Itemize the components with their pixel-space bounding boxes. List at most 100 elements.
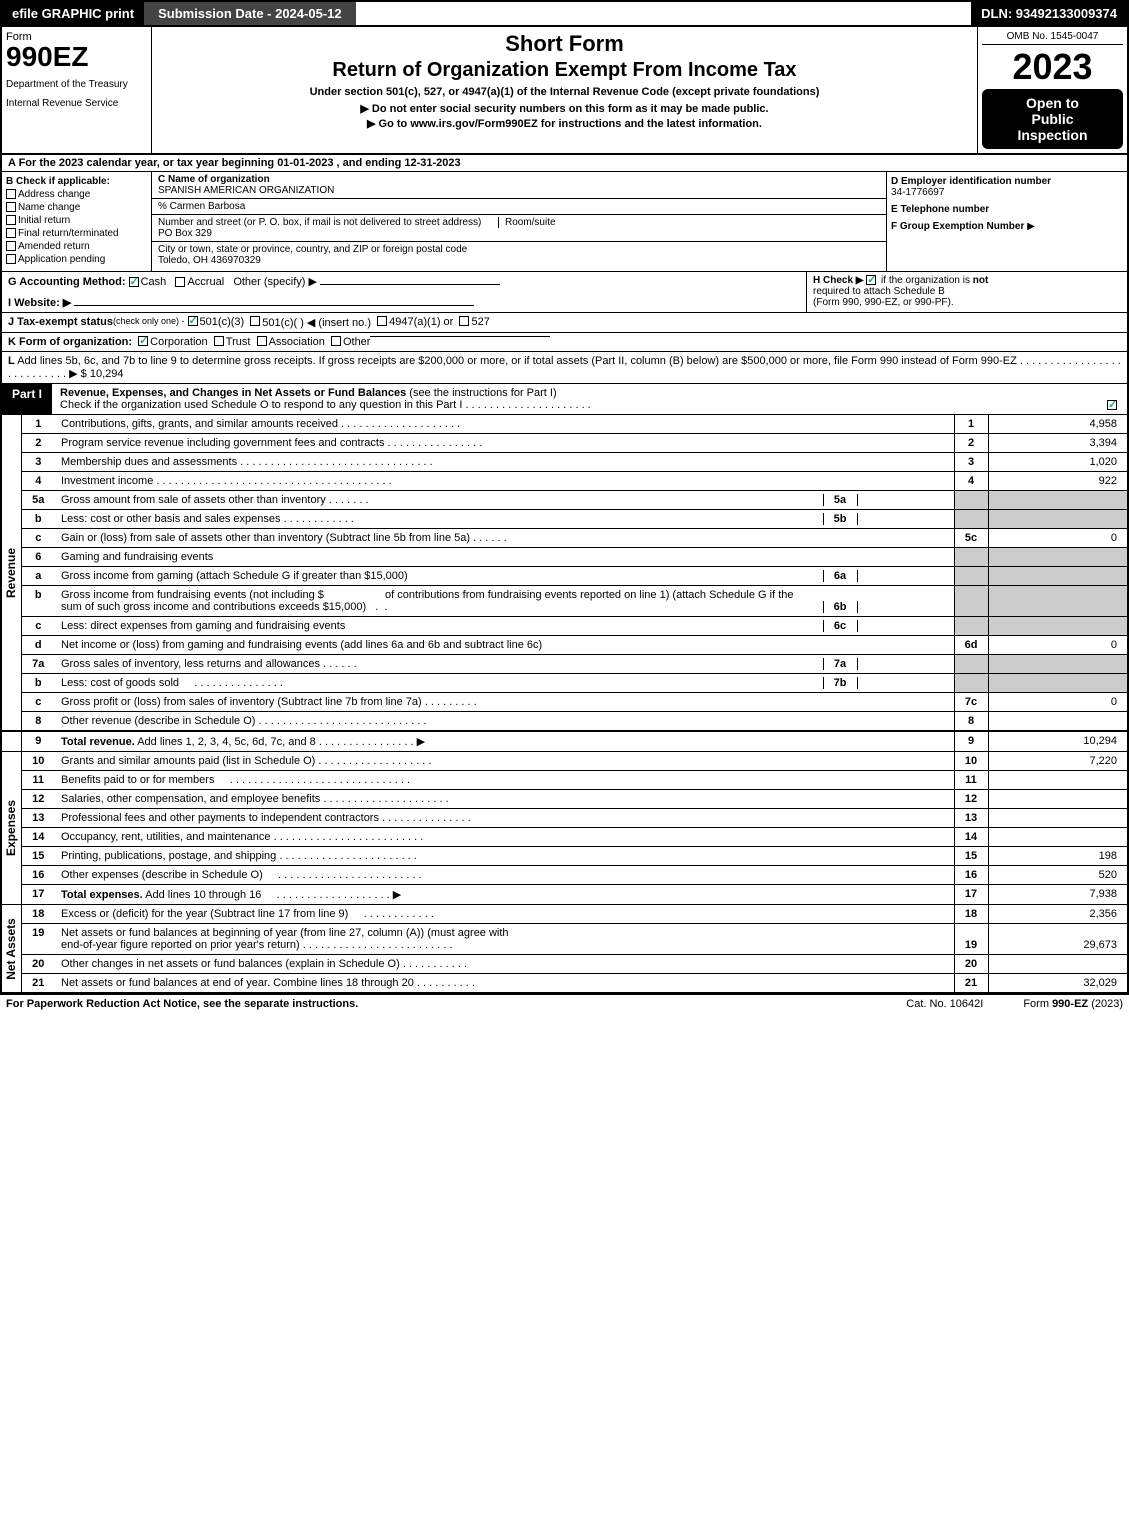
line-19-amount: 29,673 — [988, 924, 1128, 955]
check-schedule-o[interactable] — [1107, 400, 1117, 410]
line-21-desc: Net assets or fund balances at end of ye… — [55, 974, 954, 994]
street-value: PO Box 329 — [158, 228, 880, 239]
line-1-num: 1 — [21, 415, 55, 434]
check-amended-return[interactable]: Amended return — [6, 241, 147, 252]
line-2-amount: 3,394 — [988, 434, 1128, 453]
check-final-return[interactable]: Final return/terminated — [6, 228, 147, 239]
line-6-desc: Gaming and fundraising events — [55, 548, 954, 567]
check-accrual[interactable] — [175, 277, 185, 287]
info-grid: B Check if applicable: Address change Na… — [0, 172, 1129, 272]
line-3-box: 3 — [954, 453, 988, 472]
inspection-box: Open to Public Inspection — [982, 89, 1123, 149]
line-6-amount — [988, 548, 1128, 567]
line-7c-desc: Gross profit or (loss) from sales of inv… — [55, 693, 954, 712]
check-corporation[interactable] — [138, 336, 148, 346]
line-20-desc: Other changes in net assets or fund bala… — [55, 955, 954, 974]
l-arrow: ▶ $ — [69, 368, 87, 380]
k-label: K Form of organization: — [8, 336, 132, 348]
k-other-input[interactable] — [370, 336, 550, 337]
line-3-num: 3 — [21, 453, 55, 472]
form-number: 990EZ — [6, 43, 147, 71]
efile-print-label[interactable]: efile GRAPHIC print — [2, 2, 144, 25]
check-4947[interactable] — [377, 316, 387, 326]
instruction-link[interactable]: ▶ Go to www.irs.gov/Form990EZ for instru… — [162, 117, 967, 130]
check-501c3[interactable] — [188, 316, 198, 326]
line-15-num: 15 — [21, 847, 55, 866]
line-6d-desc: Net income or (loss) from gaming and fun… — [55, 636, 954, 655]
line-7a-desc: Gross sales of inventory, less returns a… — [55, 655, 954, 674]
line-7b-amount — [988, 674, 1128, 693]
line-2-box: 2 — [954, 434, 988, 453]
line-19-desc: Net assets or fund balances at beginning… — [55, 924, 954, 955]
org-name: SPANISH AMERICAN ORGANIZATION — [158, 185, 880, 196]
g-accrual: Accrual — [187, 276, 224, 288]
line-16-amount: 520 — [988, 866, 1128, 885]
line-15-desc: Printing, publications, postage, and shi… — [55, 847, 954, 866]
section-b-title: B Check if applicable: — [6, 176, 147, 187]
line-12-amount — [988, 790, 1128, 809]
instruction-ssn: ▶ Do not enter social security numbers o… — [162, 102, 967, 115]
expenses-side-label: Expenses — [1, 752, 21, 905]
group-label: F Group Exemption Number — [891, 221, 1024, 232]
part1-sub: (see the instructions for Part I) — [409, 387, 556, 399]
line-6-num: 6 — [21, 548, 55, 567]
part1-header: Part I Revenue, Expenses, and Changes in… — [0, 384, 1129, 415]
line-12-desc: Salaries, other compensation, and employ… — [55, 790, 954, 809]
g-other-input[interactable] — [320, 284, 500, 285]
line-20-amount — [988, 955, 1128, 974]
line-6c-num: c — [21, 617, 55, 636]
care-of-row: % Carmen Barbosa — [152, 199, 886, 215]
org-name-label: C Name of organization — [158, 174, 880, 185]
check-501c[interactable] — [250, 316, 260, 326]
line-6a-num: a — [21, 567, 55, 586]
footer-catno: Cat. No. 10642I — [906, 998, 983, 1010]
line-7c-amount: 0 — [988, 693, 1128, 712]
line-6b-desc: Gross income from fundraising events (no… — [55, 586, 954, 617]
line-15-box: 15 — [954, 847, 988, 866]
line-9-box: 9 — [954, 731, 988, 752]
check-association[interactable] — [257, 336, 267, 346]
row-g: G Accounting Method: Cash Accrual Other … — [2, 272, 807, 312]
line-10-num: 10 — [21, 752, 55, 771]
j-label: J Tax-exempt status — [8, 316, 113, 328]
line-19-num: 19 — [21, 924, 55, 955]
check-trust[interactable] — [214, 336, 224, 346]
line-5c-amount: 0 — [988, 529, 1128, 548]
line-7b-num: b — [21, 674, 55, 693]
line-3-desc: Membership dues and assessments . . . . … — [55, 453, 954, 472]
line-11-amount — [988, 771, 1128, 790]
check-cash[interactable] — [129, 277, 139, 287]
room-label: Room/suite — [498, 217, 556, 228]
check-application-pending[interactable]: Application pending — [6, 254, 147, 265]
check-address-change[interactable]: Address change — [6, 189, 147, 200]
section-a-tax-year: A For the 2023 calendar year, or tax yea… — [0, 155, 1129, 172]
city-row: City or town, state or province, country… — [152, 242, 886, 268]
check-name-change[interactable]: Name change — [6, 202, 147, 213]
inspection-line3: Inspection — [986, 127, 1119, 143]
row-l: L Add lines 5b, 6c, and 7b to line 9 to … — [0, 352, 1129, 384]
check-initial-return[interactable]: Initial return — [6, 215, 147, 226]
form-title: Return of Organization Exempt From Incom… — [162, 59, 967, 82]
row-k: K Form of organization: Corporation Trus… — [2, 333, 1127, 352]
line-7c-num: c — [21, 693, 55, 712]
line-20-box: 20 — [954, 955, 988, 974]
line-13-amount — [988, 809, 1128, 828]
part1-check-text: Check if the organization used Schedule … — [60, 399, 462, 411]
check-schedule-b[interactable] — [866, 275, 876, 285]
website-input[interactable] — [74, 305, 474, 306]
line-5b-desc: Less: cost or other basis and sales expe… — [55, 510, 954, 529]
check-other-org[interactable] — [331, 336, 341, 346]
line-17-desc: Total expenses. Add lines 10 through 16 … — [55, 885, 954, 905]
line-8-desc: Other revenue (describe in Schedule O) .… — [55, 712, 954, 732]
line-4-num: 4 — [21, 472, 55, 491]
line-14-desc: Occupancy, rent, utilities, and maintena… — [55, 828, 954, 847]
street-row: Number and street (or P. O. box, if mail… — [152, 215, 886, 242]
check-527[interactable] — [459, 316, 469, 326]
line-8-num: 8 — [21, 712, 55, 732]
j-opt4: 527 — [471, 316, 489, 328]
line-7a-num: 7a — [21, 655, 55, 674]
line-18-desc: Excess or (deficit) for the year (Subtra… — [55, 905, 954, 924]
ein-label: D Employer identification number — [891, 176, 1123, 187]
header-right: OMB No. 1545-0047 2023 Open to Public In… — [977, 27, 1127, 153]
line-9-desc: Total revenue. Add lines 1, 2, 3, 4, 5c,… — [55, 731, 954, 752]
